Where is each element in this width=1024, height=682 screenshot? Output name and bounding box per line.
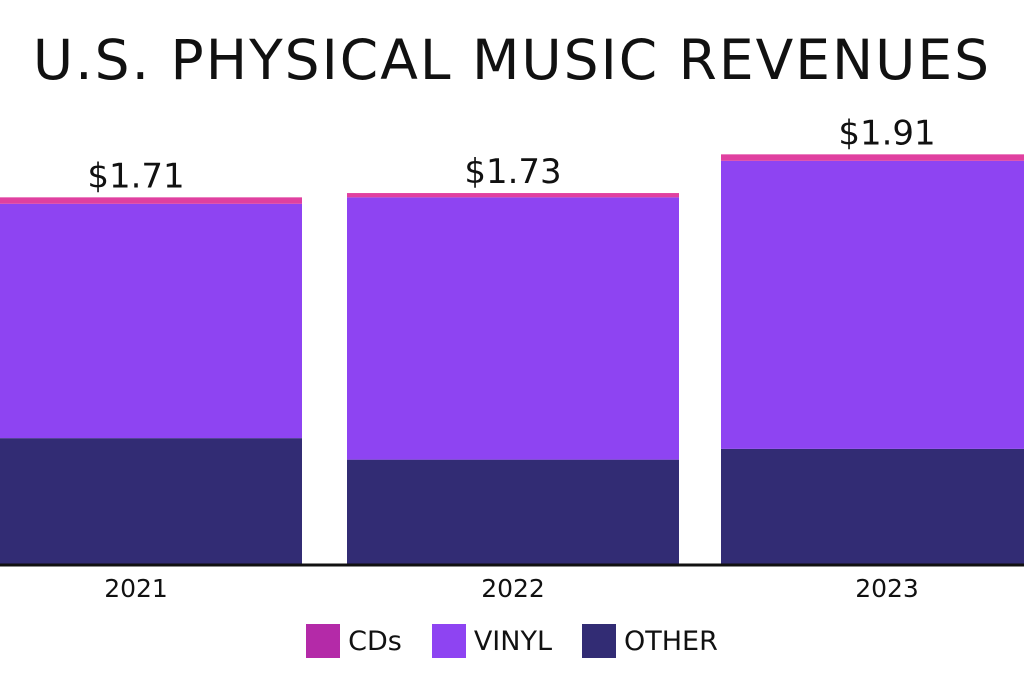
- chart-title: U.S. PHYSICAL MUSIC REVENUES: [32, 28, 992, 92]
- total-label-2023: $1.91: [838, 113, 935, 153]
- bar-other-2021: [0, 438, 302, 565]
- total-label-2022: $1.73: [464, 152, 561, 192]
- bar-cds-2022: [347, 193, 679, 198]
- legend-label-other: OTHER: [624, 625, 718, 657]
- total-label-2021: $1.71: [87, 156, 184, 196]
- x-tick-label-2021: 2021: [104, 574, 168, 603]
- legend-item-vinyl: VINYL: [431, 624, 552, 658]
- legend-item-cds: CDs: [306, 624, 402, 658]
- bar-vinyl-2023: [721, 160, 1024, 449]
- bar-vinyl-2021: [0, 203, 302, 439]
- legend-item-other: OTHER: [582, 624, 718, 658]
- x-tick-label-2023: 2023: [855, 574, 919, 603]
- bar-other-2023: [721, 448, 1024, 565]
- bar-other-2022: [347, 459, 679, 565]
- chart-plot: $1.71 2021 $1.73 2022 $1.91 2023: [0, 113, 1024, 603]
- bar-cds-2023: [721, 154, 1024, 161]
- bar-vinyl-2022: [347, 197, 679, 460]
- legend-label-vinyl: VINYL: [473, 625, 552, 657]
- legend-swatch-cds: [306, 624, 341, 658]
- legend-swatch-other: [582, 624, 616, 658]
- x-tick-label-2022: 2022: [481, 574, 545, 603]
- legend-swatch-vinyl: [431, 624, 466, 658]
- bar-cds-2021: [0, 197, 302, 204]
- legend-label-cds: CDs: [348, 625, 402, 657]
- legend: CDs VINYL OTHER: [0, 624, 1024, 658]
